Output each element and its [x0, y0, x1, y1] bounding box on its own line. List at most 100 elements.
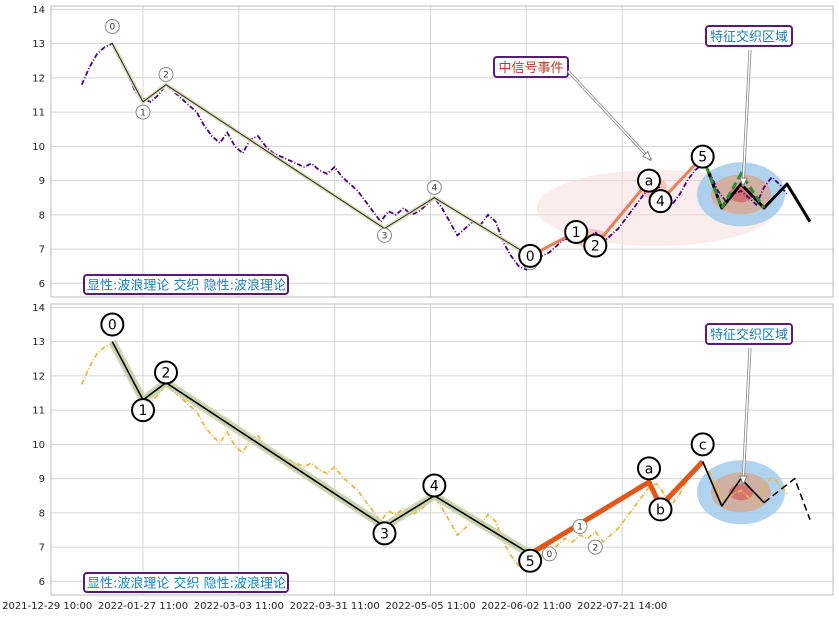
wave-label-small-circle	[158, 66, 174, 82]
caption-text: 显性:波浪理论 交织 隐性:波浪理论	[87, 278, 286, 294]
y-tick-label: 6	[39, 577, 45, 588]
wave-line	[528, 459, 705, 557]
wave-label-big: 0	[526, 249, 535, 265]
y-tick-label: 8	[39, 210, 45, 221]
callout-box	[493, 56, 569, 78]
x-tick-label: 2022-05-05 11:00	[385, 601, 475, 612]
callout-arrow-core	[742, 347, 751, 485]
wave-label-small: 4	[431, 184, 437, 194]
wave-label-small-circle	[426, 179, 442, 195]
wave-halo	[110, 42, 532, 258]
wave-label-big: 2	[591, 239, 600, 255]
panel-frame	[50, 303, 834, 596]
wave-label-big: 2	[162, 365, 171, 381]
y-tick-label: 11	[32, 108, 45, 119]
y-tick-label: 13	[32, 39, 45, 50]
y-tick-label: 6	[39, 279, 45, 290]
wave-label-big: 0	[108, 318, 117, 334]
wave-label-small: 1	[140, 108, 146, 118]
wave-label-big-circle	[690, 144, 715, 169]
wave-label-big: 1	[139, 403, 148, 419]
callout-arrow-head	[739, 177, 748, 188]
y-tick-label: 12	[32, 371, 45, 382]
caption-text: 显性:波浪理论 交织 隐性:波浪理论	[87, 576, 286, 592]
wave-label-small: 0	[546, 550, 552, 560]
wave-label-big: 1	[572, 225, 581, 241]
wave-label-small: 2	[592, 543, 598, 553]
x-tick-label: 2022-01-27 11:00	[98, 601, 188, 612]
wave-label-big-circle	[100, 312, 125, 337]
callout-arrow-core	[567, 70, 652, 161]
wave-label-big-circle	[518, 548, 543, 573]
wave-label-small-circle	[104, 19, 120, 35]
x-tick-label: 2022-03-31 11:00	[290, 601, 380, 612]
callout-arrow-head	[739, 475, 748, 486]
price-line	[80, 342, 788, 571]
callout-text: 中信号事件	[498, 61, 563, 76]
callout-text: 特征交织区域	[710, 327, 788, 343]
callout-box	[705, 25, 793, 47]
wave-line	[111, 43, 531, 257]
caption-box	[83, 572, 289, 593]
x-tick-label: 2022-07-21 14:00	[577, 601, 667, 612]
y-tick-label: 8	[39, 508, 45, 519]
wave-label-small: 3	[382, 232, 388, 242]
wave-line	[111, 341, 531, 555]
wave-label-big-circle	[637, 456, 661, 481]
callout-arrow-core	[742, 49, 751, 187]
callout-box	[705, 323, 793, 345]
x-tick-label: 2022-03-03 11:00	[194, 601, 284, 612]
wave-label-big: b	[656, 502, 665, 518]
callout-arrow-head	[641, 150, 652, 161]
wave-label-big-circle	[637, 168, 661, 193]
wave-label-small-circle	[377, 227, 392, 243]
wave-label-big-circle	[648, 189, 673, 214]
wave-label-big-circle	[690, 432, 715, 457]
y-tick-label: 12	[32, 73, 45, 84]
wave-dashed-line	[763, 477, 811, 520]
panel-bottom: 67891011121314012012345abc特征交织区域显性:波浪理论 …	[32, 303, 834, 596]
y-tick-label: 10	[32, 440, 45, 451]
wave-line	[701, 461, 765, 507]
wave-label-big: 4	[656, 194, 665, 210]
x-tick-label: 2022-06-02 11:00	[481, 601, 571, 612]
y-tick-label: 7	[39, 543, 45, 554]
wave-label-small: 2	[163, 71, 169, 81]
wave-label-big: a	[645, 174, 654, 190]
wave-label-big: a	[645, 461, 654, 477]
wave-label-big-circle	[131, 398, 155, 423]
wave-label-small: 1	[577, 523, 583, 533]
wave-label-small-circle	[135, 104, 151, 120]
wave-label-big: c	[699, 437, 707, 453]
wave-label-big-circle	[583, 233, 608, 258]
caption-box	[83, 274, 289, 295]
wave-label-big-circle	[648, 497, 673, 522]
wave-label-big-circle	[154, 360, 178, 385]
x-tick-label: 2021-12-29 10:00	[2, 601, 92, 612]
y-tick-label: 9	[39, 474, 45, 485]
wave-label-big-circle	[372, 521, 397, 546]
callout-text: 特征交织区域	[710, 29, 788, 45]
y-tick-label: 14	[32, 5, 45, 16]
wave-label-small: 0	[109, 23, 115, 33]
y-tick-label: 13	[32, 337, 45, 348]
wave-label-small-circle	[541, 546, 557, 562]
y-tick-label: 10	[32, 142, 45, 153]
wave-label-big: 4	[430, 478, 439, 494]
y-tick-label: 7	[39, 245, 45, 256]
y-tick-label: 14	[32, 303, 45, 314]
wave-dashed-line	[705, 166, 766, 212]
wave-label-small-circle	[572, 519, 588, 535]
y-tick-label: 9	[39, 176, 45, 187]
wave-label-big-circle	[518, 243, 543, 268]
panel-top: 67891011121314012345012a45中信号事件特征交织区域显性:…	[32, 5, 834, 298]
wave-label-big-circle	[564, 219, 589, 244]
wave-label-big: 5	[526, 554, 535, 570]
wave-label-big: 3	[380, 526, 389, 542]
wave-label-big: 5	[698, 150, 707, 166]
wave-label-small-circle	[587, 539, 603, 555]
wave-label-big-circle	[422, 473, 447, 498]
panel-frame	[50, 5, 834, 298]
